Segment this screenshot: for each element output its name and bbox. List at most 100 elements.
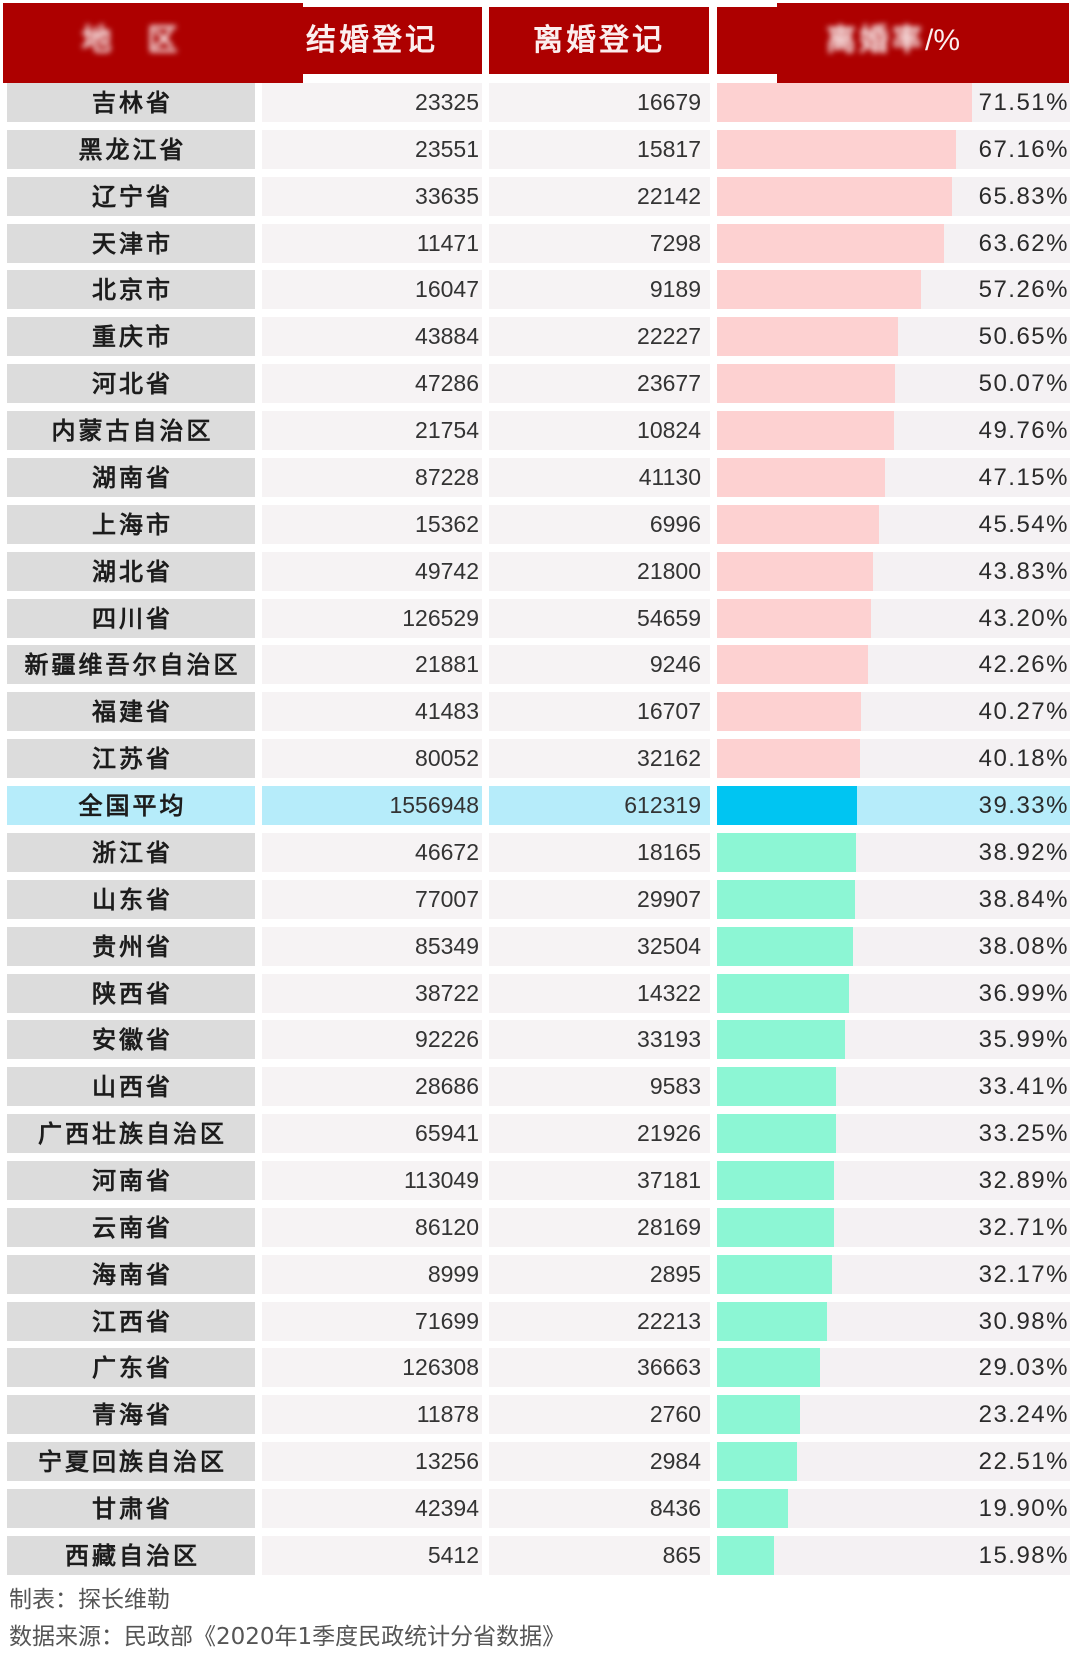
divorce-rate-value: 71.51% xyxy=(978,89,1069,116)
divorce-rate-cell: 47.15% xyxy=(717,458,1070,497)
divorce-rate-bar xyxy=(717,317,898,356)
divorce-rate-value: 38.08% xyxy=(978,933,1069,960)
divorce-rate-cell: 45.54% xyxy=(717,505,1070,544)
divorce-count-cell: 2760 xyxy=(489,1395,710,1434)
divorce-rate-cell: 19.90% xyxy=(717,1489,1070,1528)
divorce-rate-value: 19.90% xyxy=(978,1495,1069,1522)
divorce-rate-cell: 36.99% xyxy=(717,974,1070,1013)
table-row: 北京市 16047 9189 57.26% xyxy=(0,270,1080,309)
divorce-rate-bar xyxy=(717,1302,828,1341)
marriage-count-cell: 43884 xyxy=(262,317,482,356)
divorce-rate-value: 23.24% xyxy=(978,1401,1069,1428)
divorce-rate-bar xyxy=(717,833,856,872)
divorce-count-cell: 22213 xyxy=(489,1302,710,1341)
table-row: 湖北省 49742 21800 43.83% xyxy=(0,552,1080,591)
table-row: 福建省 41483 16707 40.27% xyxy=(0,692,1080,731)
divorce-count-cell: 10824 xyxy=(489,411,710,450)
divorce-rate-value: 33.41% xyxy=(978,1073,1069,1100)
divorce-rate-value: 65.83% xyxy=(978,183,1069,210)
marriage-count-cell: 42394 xyxy=(262,1489,482,1528)
divorce-rate-cell: 50.65% xyxy=(717,317,1070,356)
divorce-rate-value: 15.98% xyxy=(978,1542,1069,1569)
divorce-rate-value: 57.26% xyxy=(978,276,1069,303)
divorce-count-cell: 32162 xyxy=(489,739,710,778)
marriage-count-cell: 13256 xyxy=(262,1442,482,1481)
divorce-rate-value: 30.98% xyxy=(978,1308,1069,1335)
region-cell: 陕西省 xyxy=(7,974,255,1013)
divorce-rate-cell: 33.25% xyxy=(717,1114,1070,1153)
divorce-count-cell: 22142 xyxy=(489,177,710,216)
divorce-rate-bar xyxy=(717,364,896,403)
divorce-rate-bar xyxy=(717,411,895,450)
table-row-national-average: 全国平均 1556948 612319 39.33% xyxy=(0,786,1080,825)
table-row: 宁夏回族自治区 13256 2984 22.51% xyxy=(0,1442,1080,1481)
divorce-count-cell: 865 xyxy=(489,1536,710,1575)
region-cell: 甘肃省 xyxy=(7,1489,255,1528)
marriage-count-cell: 28686 xyxy=(262,1067,482,1106)
marriage-count-cell: 11878 xyxy=(262,1395,482,1434)
table-row: 西藏自治区 5412 865 15.98% xyxy=(0,1536,1080,1575)
divorce-count-cell: 14322 xyxy=(489,974,710,1013)
header-block-divorce xyxy=(489,7,709,74)
table-row: 浙江省 46672 18165 38.92% xyxy=(0,833,1080,872)
table-row: 江西省 71699 22213 30.98% xyxy=(0,1302,1080,1341)
region-cell: 山东省 xyxy=(7,880,255,919)
divorce-rate-value: 43.20% xyxy=(978,605,1069,632)
marriage-count-cell: 71699 xyxy=(262,1302,482,1341)
divorce-count-cell: 21926 xyxy=(489,1114,710,1153)
region-cell: 上海市 xyxy=(7,505,255,544)
marriage-count-cell: 113049 xyxy=(262,1161,482,1200)
divorce-rate-bar xyxy=(717,1020,846,1059)
region-cell: 福建省 xyxy=(7,692,255,731)
table-row: 贵州省 85349 32504 38.08% xyxy=(0,927,1080,966)
marriage-count-cell: 80052 xyxy=(262,739,482,778)
divorce-count-cell: 2895 xyxy=(489,1255,710,1294)
divorce-rate-value: 50.65% xyxy=(978,323,1069,350)
divorce-rate-bar xyxy=(717,1208,834,1247)
region-cell: 河北省 xyxy=(7,364,255,403)
region-cell: 安徽省 xyxy=(7,1020,255,1059)
header-rate: 离婚率/% xyxy=(717,7,1069,74)
region-cell: 湖北省 xyxy=(7,552,255,591)
divorce-rate-cell: 65.83% xyxy=(717,177,1070,216)
divorce-rate-value: 35.99% xyxy=(978,1026,1069,1053)
marriage-count-cell: 65941 xyxy=(262,1114,482,1153)
table-row: 吉林省 23325 16679 71.51% xyxy=(0,83,1080,122)
table-row: 海南省 8999 2895 32.17% xyxy=(0,1255,1080,1294)
marriage-count-cell: 85349 xyxy=(262,927,482,966)
divorce-rate-value: 45.54% xyxy=(978,511,1069,538)
marriage-count-cell: 47286 xyxy=(262,364,482,403)
divorce-rate-cell: 32.71% xyxy=(717,1208,1070,1247)
region-cell: 新疆维吾尔自治区 xyxy=(7,645,255,684)
divorce-rate-value: 67.16% xyxy=(978,136,1069,163)
header-rate-unit: /% xyxy=(924,24,960,57)
divorce-rate-value: 49.76% xyxy=(978,417,1069,444)
divorce-count-cell: 41130 xyxy=(489,458,710,497)
divorce-rate-bar xyxy=(717,880,856,919)
divorce-count-cell: 612319 xyxy=(489,786,710,825)
divorce-rate-bar xyxy=(717,1161,835,1200)
table-row: 甘肃省 42394 8436 19.90% xyxy=(0,1489,1080,1528)
table-row: 辽宁省 33635 22142 65.83% xyxy=(0,177,1080,216)
divorce-rate-cell: 15.98% xyxy=(717,1536,1070,1575)
divorce-rate-bar xyxy=(717,224,944,263)
marriage-count-cell: 38722 xyxy=(262,974,482,1013)
marriage-count-cell: 41483 xyxy=(262,692,482,731)
table-row: 黑龙江省 23551 15817 67.16% xyxy=(0,130,1080,169)
divorce-count-cell: 22227 xyxy=(489,317,710,356)
divorce-rate-value: 50.07% xyxy=(978,370,1069,397)
divorce-count-cell: 33193 xyxy=(489,1020,710,1059)
table-row: 安徽省 92226 33193 35.99% xyxy=(0,1020,1080,1059)
divorce-rate-value: 32.17% xyxy=(978,1261,1069,1288)
divorce-rate-cell: 38.84% xyxy=(717,880,1070,919)
divorce-count-cell: 8436 xyxy=(489,1489,710,1528)
divorce-rate-bar xyxy=(717,974,849,1013)
region-cell: 云南省 xyxy=(7,1208,255,1247)
divorce-rate-bar xyxy=(717,177,952,216)
marriage-count-cell: 87228 xyxy=(262,458,482,497)
table-row: 河北省 47286 23677 50.07% xyxy=(0,364,1080,403)
divorce-rate-cell: 38.08% xyxy=(717,927,1070,966)
marriage-count-cell: 21754 xyxy=(262,411,482,450)
divorce-rate-bar xyxy=(717,458,886,497)
region-cell: 湖南省 xyxy=(7,458,255,497)
